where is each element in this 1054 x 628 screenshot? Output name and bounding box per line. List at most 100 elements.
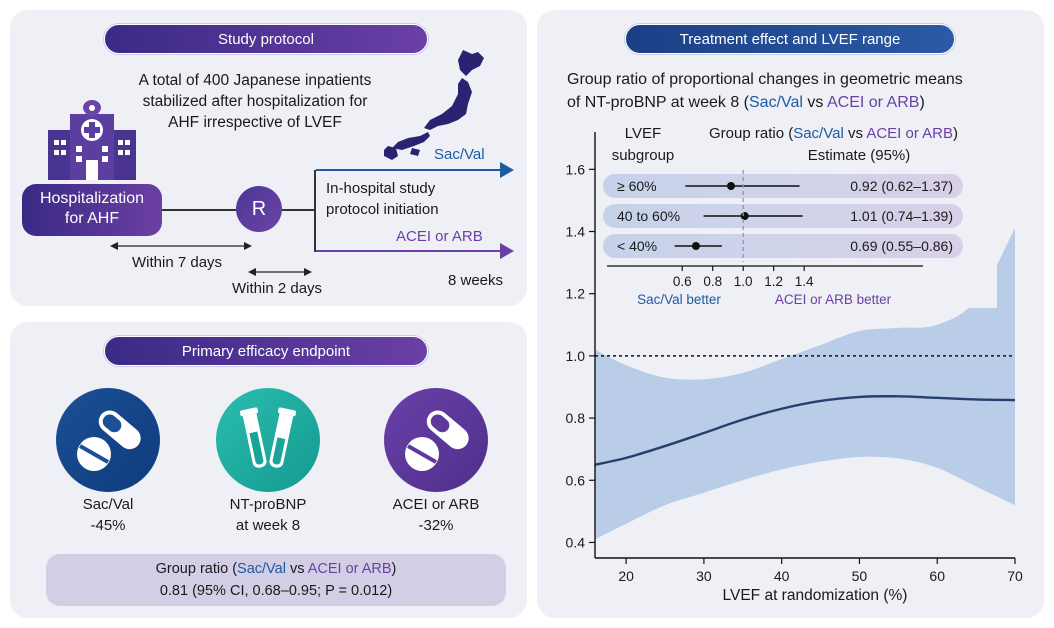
- ratio-acei-arb: ACEI or ARB: [307, 561, 392, 577]
- inset-header-part-1: Sac/Val: [793, 125, 844, 142]
- forest-row-estimate: 0.69 (0.55–0.86): [850, 238, 953, 254]
- pill-capsule-icon: [77, 410, 141, 471]
- nt-probnp-label: NT-proBNP: [229, 496, 307, 513]
- nt-probnp-circle: [216, 388, 320, 492]
- sac-val-arrow: [316, 169, 506, 171]
- sac-val-circle: [56, 388, 160, 492]
- forest-row-label: 40 to 60%: [617, 208, 680, 224]
- hospital-icon: [48, 100, 136, 180]
- description-line-3: AHF irrespective of LVEF: [168, 114, 342, 131]
- forest-tick-label: 0.6: [673, 274, 692, 289]
- inset-header-lvef: LVEF: [625, 125, 661, 142]
- y-tick-label: 0.4: [566, 534, 586, 550]
- hospitalization-line-1: Hospitalization: [39, 190, 145, 207]
- acei-arb-result: ACEI or ARB -32%: [374, 494, 498, 536]
- acei-arb-arrowhead-icon: [500, 243, 514, 259]
- treatment-effect-title: Treatment effect and LVEF range: [625, 24, 955, 54]
- y-tick-label: 0.8: [566, 410, 586, 426]
- within-7-days-label: Within 7 days: [132, 254, 223, 271]
- inset-header-part-2: vs: [844, 125, 867, 142]
- lvef-chart: 0.4 0.6 0.8 1.0 1.2 1.4 1.6 20 30 40 50 60 70 LVEF at…: [566, 122, 1023, 604]
- treatment-effect-panel: Treatment effect and LVEF range Group ra…: [537, 10, 1044, 618]
- acei-arb-result-value: -32%: [418, 517, 454, 534]
- forest-tick-label: 1.2: [764, 274, 783, 289]
- x-tick-label: 70: [1007, 568, 1023, 584]
- within-2-days-arrow-icon: [248, 268, 312, 276]
- heading-vs: vs: [802, 94, 827, 111]
- x-tick-label: 20: [618, 568, 634, 584]
- chart-heading-line-2: of NT-proBNP at week 8 (Sac/Val vs ACEI …: [567, 91, 963, 114]
- heading-sac-val: Sac/Val: [749, 94, 803, 111]
- y-tick-label: 1.4: [566, 224, 586, 240]
- within-2-days-label: Within 2 days: [232, 280, 323, 297]
- group-ratio-heading: Group ratio (Sac/Val vs ACEI or ARB): [46, 558, 506, 580]
- description-line-1: A total of 400 Japanese inpatients: [138, 72, 372, 89]
- inset-header-subgroup: subgroup: [612, 147, 675, 164]
- forest-tick-label: 0.8: [703, 274, 722, 289]
- x-tick-label: 60: [929, 568, 945, 584]
- initiation-line-2: protocol initiation: [326, 201, 439, 218]
- forest-right-note: ACEI or ARB better: [775, 292, 892, 307]
- sac-val-arm-label: Sac/Val: [434, 146, 485, 163]
- test-tubes-icon: [239, 407, 297, 468]
- description-line-2: stabilized after hospitalization for: [142, 93, 368, 110]
- branch-line: [314, 170, 316, 252]
- forest-row-label: ≥ 60%: [617, 178, 657, 194]
- hospitalization-line-2: for AHF: [64, 210, 120, 227]
- nt-probnp-sub: at week 8: [235, 517, 301, 534]
- forest-row-estimate: 1.01 (0.74–1.39): [850, 208, 953, 224]
- duration-label: 8 weeks: [448, 272, 504, 289]
- japan-map-icon: [384, 50, 484, 160]
- forest-row-estimate: 0.92 (0.62–1.37): [850, 178, 953, 194]
- sac-val-result: Sac/Val -45%: [48, 494, 168, 536]
- forest-point: [727, 182, 735, 190]
- sac-val-result-value: -45%: [90, 517, 126, 534]
- protocol-initiation-text: In-hospital study protocol initiation: [326, 178, 439, 220]
- group-ratio-box: Group ratio (Sac/Val vs ACEI or ARB) 0.8…: [46, 554, 506, 606]
- nt-probnp-label-block: NT-proBNP at week 8: [206, 494, 330, 536]
- x-axis-label: LVEF at randomization (%): [723, 587, 908, 604]
- inset-header-estimate: Estimate (95%): [808, 147, 911, 164]
- sac-val-result-label: Sac/Val: [82, 496, 134, 513]
- randomization-circle: R: [236, 186, 282, 232]
- forest-tick-label: 1.0: [734, 274, 753, 289]
- ratio-vs: vs: [285, 561, 308, 577]
- initiation-line-1: In-hospital study: [326, 180, 436, 197]
- inset-header-part-0: Group ratio (: [709, 125, 793, 142]
- heading-suffix: ): [919, 94, 925, 111]
- flow-line-1: [162, 209, 238, 211]
- primary-efficacy-title: Primary efficacy endpoint: [104, 336, 428, 366]
- forest-tick-label: 1.4: [795, 274, 814, 289]
- confidence-band-area: [595, 228, 1015, 540]
- heading-prefix: of NT-proBNP at week 8 (: [567, 94, 749, 111]
- study-protocol-title: Study protocol: [104, 24, 428, 54]
- ratio-sac-val: Sac/Val: [237, 561, 286, 577]
- acei-arb-circle: [384, 388, 488, 492]
- hospitalization-box: Hospitalization for AHF: [22, 184, 162, 236]
- inset-header-group-ratio: Group ratio (Sac/Val vs ACEI or ARB): [709, 125, 958, 142]
- x-tick-label: 30: [696, 568, 712, 584]
- y-tick-label: 1.0: [566, 348, 586, 364]
- primary-efficacy-panel: Primary efficacy endpoint Sac/Val -45%: [10, 322, 527, 618]
- chart-heading: Group ratio of proportional changes in g…: [567, 68, 963, 114]
- y-tick-label: 1.6: [566, 161, 586, 177]
- estimate-curve: [594, 395, 1016, 466]
- pill-capsule-icon-2: [405, 410, 469, 471]
- x-tick-label: 40: [774, 568, 790, 584]
- forest-plot-inset: LVEF subgroup Group ratio (Sac/Val vs ACEI…: [597, 122, 997, 308]
- forest-point: [691, 242, 700, 250]
- chart-axes: 0.4 0.6 0.8 1.0 1.2 1.4 1.6 20 30 40 50 60 70 LVEF at…: [566, 132, 1023, 604]
- flow-line-2: [282, 209, 316, 211]
- sac-val-arrowhead-icon: [500, 162, 514, 178]
- forest-row-label: < 40%: [617, 238, 657, 254]
- ratio-prefix: Group ratio (: [155, 561, 238, 577]
- y-tick-label: 0.6: [566, 472, 586, 488]
- group-ratio-value: 0.81 (95% CI, 0.68–0.95; P = 0.012): [159, 583, 393, 599]
- estimate-line: [594, 395, 1016, 466]
- acei-arb-result-label: ACEI or ARB: [392, 496, 480, 513]
- x-tick-label: 50: [852, 568, 868, 584]
- forest-left-note: Sac/Val better: [637, 292, 721, 307]
- acei-arb-arrow: [316, 250, 506, 252]
- acei-arb-arm-label: ACEI or ARB: [396, 228, 483, 245]
- study-description: A total of 400 Japanese inpatients stabi…: [130, 70, 380, 133]
